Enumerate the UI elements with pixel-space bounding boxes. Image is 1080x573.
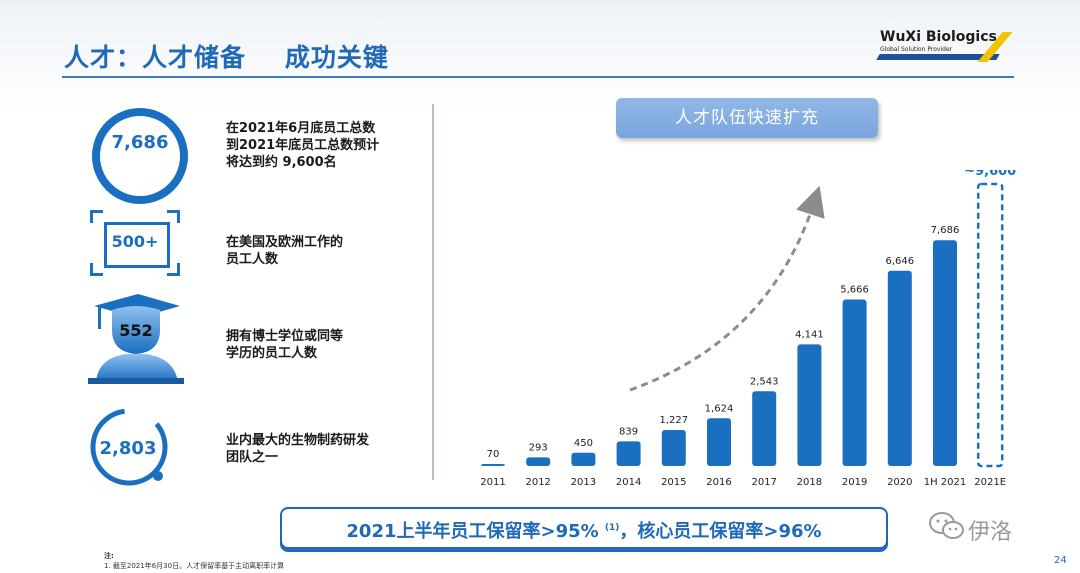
- trend-arrow: [629, 185, 825, 392]
- bar-2021e: [976, 182, 1004, 468]
- footnote-ref: (1): [604, 523, 620, 533]
- category-label-2021e: 2021E: [974, 477, 1006, 488]
- note-item: 1. 截至2021年6月30日。人才保留率基于主动离职率计算: [104, 562, 285, 570]
- category-label-1h-2021: 1H 2021: [924, 477, 967, 488]
- chart-heading: 人才队伍快速扩充: [616, 98, 878, 138]
- section-divider: [432, 104, 434, 480]
- data-label-2012: 293: [529, 442, 548, 453]
- data-label-2013: 450: [574, 438, 593, 449]
- logo-tagline: Global Solution Provider: [880, 46, 953, 53]
- category-label-2020: 2020: [887, 477, 912, 488]
- ring-gauge-icon: [88, 406, 170, 488]
- retention-text: 2021上半年员工保留率>95% (1)，核心员工保留率>96%: [346, 521, 822, 542]
- watermark-text: 伊洛: [968, 520, 1013, 545]
- bar-2019: [842, 299, 867, 466]
- stat-phd-value: 552: [119, 321, 153, 340]
- circle-progress-icon: [92, 108, 188, 204]
- bar-2013: [571, 452, 596, 466]
- category-label-2012: 2012: [525, 477, 550, 488]
- data-label-2018: 4,141: [795, 329, 824, 340]
- retention-banner: 2021上半年员工保留率>95% (1)，核心员工保留率>96%: [280, 507, 888, 549]
- data-label-2019: 5,666: [840, 285, 869, 296]
- stat-rd-team-description: 业内最大的生物制药研发 团队之一: [226, 433, 370, 465]
- data-label-1h-2021: 7,686: [931, 225, 960, 236]
- slide-title: 人才：人才储备 成功关键: [64, 43, 389, 72]
- wuxi-biologics-logo: WuXi Biologics Global Solution Provider: [876, 28, 1018, 64]
- data-label-2021e: ~9,600: [964, 170, 1016, 179]
- category-label-2011: 2011: [480, 477, 505, 488]
- bar-2015: [661, 429, 686, 466]
- category-label-2016: 2016: [706, 477, 731, 488]
- data-label-2020: 6,646: [885, 256, 914, 267]
- bar-2020: [887, 270, 912, 466]
- watermark: 伊洛: [928, 510, 1048, 550]
- wechat-icon: [929, 512, 964, 539]
- bar-2012: [526, 457, 551, 466]
- category-label-2015: 2015: [661, 477, 686, 488]
- data-label-2011: 70: [487, 449, 500, 460]
- page-number: 24: [1054, 555, 1067, 566]
- stat-overseas-value: 500+: [111, 232, 159, 251]
- stat-overseas-description: 在美国及欧洲工作的 员工人数: [226, 235, 344, 267]
- category-label-2013: 2013: [571, 477, 596, 488]
- category-label-2018: 2018: [797, 477, 822, 488]
- bar-2018: [797, 344, 822, 466]
- bar-2016: [707, 418, 731, 466]
- bar-2017: [752, 391, 777, 466]
- headcount-bar-chart: 70 293 450 839 1,227 1,624 2,543 4,141 5,666 6,64…: [480, 170, 1016, 488]
- graduate-silhouette-icon: 552: [88, 292, 184, 384]
- data-label-2015: 1,227: [659, 415, 688, 426]
- data-label-2016: 1,624: [705, 403, 734, 414]
- category-label-2019: 2019: [842, 477, 867, 488]
- logo-text: WuXi Biologics: [880, 29, 997, 45]
- stat-rd-team-value: 2,803: [99, 438, 157, 459]
- category-label-2017: 2017: [751, 477, 776, 488]
- notes-heading: 注:: [104, 552, 114, 560]
- bar-2014: [616, 441, 641, 466]
- stat-total-employees-value: 7,686: [111, 132, 169, 153]
- title-divider: [62, 76, 1014, 78]
- data-label-2017: 2,543: [750, 376, 779, 387]
- stat-phd-description: 拥有博士学位或同等 学历的员工人数: [226, 329, 344, 361]
- frame-bracket-icon: 500+: [90, 210, 180, 276]
- bar-1h-2021: [933, 240, 957, 466]
- stat-total-employees-description: 在2021年6月底员工总数 到2021年底员工总数预计 将达到约 9,600名: [226, 121, 380, 170]
- data-label-2014: 839: [619, 426, 638, 437]
- category-label-2014: 2014: [616, 477, 641, 488]
- bar-2011: [481, 463, 505, 466]
